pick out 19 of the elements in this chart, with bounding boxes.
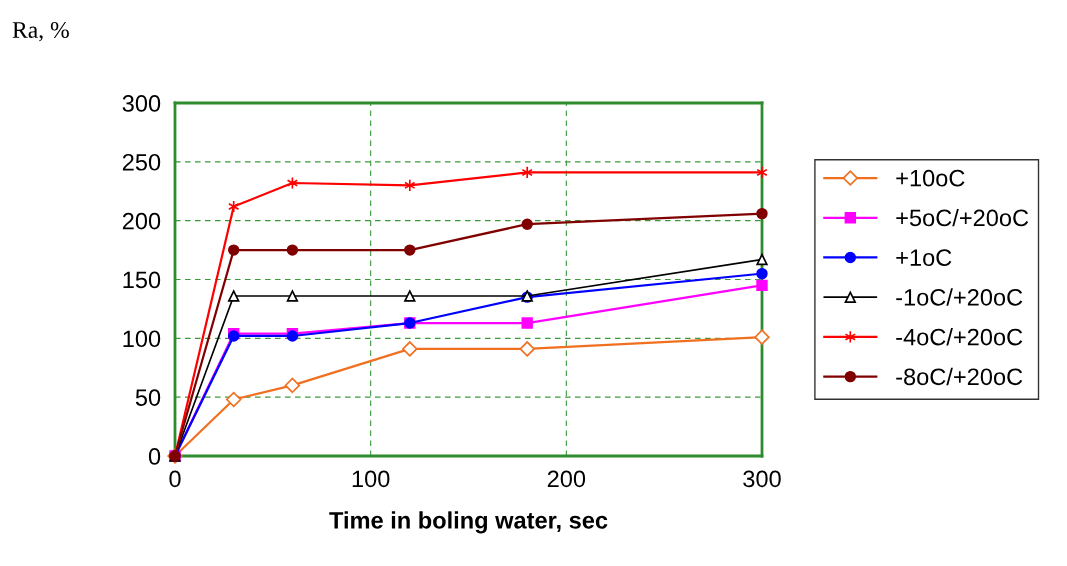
y-tick-label: 300 bbox=[122, 95, 161, 112]
legend-label: -4oC/+20oC bbox=[896, 328, 1023, 346]
legend-label: -1oC/+20oC bbox=[896, 288, 1023, 306]
x-tick-label: 200 bbox=[547, 470, 586, 488]
x-axis-title: Time in boling water, sec bbox=[329, 511, 608, 534]
x-tick-label: 100 bbox=[352, 470, 390, 488]
y-tick-label: 100 bbox=[123, 330, 161, 348]
legend-label: -8oC/+20oC bbox=[896, 367, 1023, 386]
y-tick-label: 0 bbox=[148, 448, 161, 465]
legend-label: +5oC/+20oC bbox=[896, 208, 1029, 227]
legend-label: +10oC bbox=[896, 169, 965, 187]
legend-label: +1oC bbox=[896, 249, 952, 266]
y-tick-label: 50 bbox=[135, 389, 161, 406]
y-tick-label: 150 bbox=[123, 271, 161, 289]
y-tick-label: 250 bbox=[122, 153, 161, 171]
x-tick-label: 300 bbox=[743, 470, 781, 488]
x-tick-label: 0 bbox=[169, 470, 181, 488]
y-tick-label: 200 bbox=[122, 212, 161, 230]
y-axis-title: Ra, % bbox=[12, 21, 69, 42]
